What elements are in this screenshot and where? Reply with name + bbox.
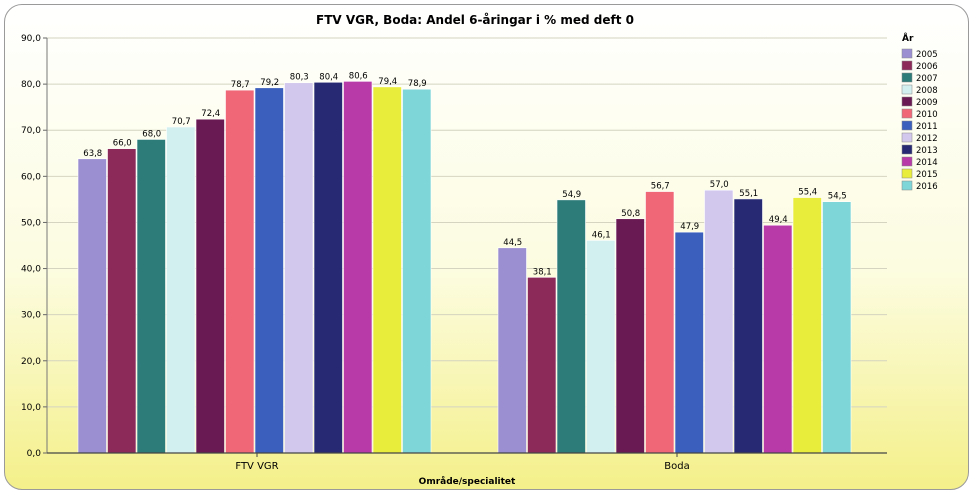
data-label: 66,0 (113, 139, 132, 149)
bar (615, 218, 645, 454)
y-tick-label: 0,0 (27, 449, 42, 459)
data-label: 47,9 (680, 222, 699, 232)
data-label: 79,2 (260, 78, 279, 88)
data-label: 80,4 (319, 72, 338, 82)
data-label: 57,0 (710, 180, 729, 190)
legend-label: 2011 (916, 122, 938, 132)
data-label: 79,4 (378, 77, 397, 87)
bar (195, 118, 225, 454)
bar (704, 189, 734, 454)
legend-swatch (901, 48, 913, 59)
y-tick-label: 90,0 (21, 34, 41, 44)
bar (166, 126, 196, 454)
bar (556, 199, 586, 454)
bar-chart: FTV VGR, Boda: Andel 6-åringar i % med d… (21, 13, 938, 487)
bar (107, 148, 137, 454)
axes: 0,0 10,0 20,0 30,0 40,0 50,0 60,0 70,0 80,0 90,0 F… (21, 34, 887, 472)
data-label: 80,3 (290, 73, 309, 83)
bar (792, 197, 822, 454)
legend-label: 2005 (916, 50, 938, 60)
legend-swatch (901, 168, 913, 179)
data-labels: 63,8 66,0 68,0 70,7 72,4 78,7 79,2 80,3 80,4 80,6… (83, 71, 846, 277)
y-tick-label: 10,0 (21, 403, 41, 413)
legend-swatch (901, 60, 913, 71)
data-label: 50,8 (621, 209, 640, 219)
bar (645, 191, 675, 454)
data-label: 72,4 (201, 109, 220, 119)
bar (77, 158, 107, 454)
bar (674, 231, 704, 454)
legend-swatch (901, 72, 913, 83)
bar (225, 89, 255, 454)
bar (586, 240, 616, 454)
legend: År 2005 2006 2007 2008 2009 2010 2011 2012 2013 2… (901, 33, 938, 192)
data-label: 38,1 (533, 267, 552, 277)
data-label: 63,8 (83, 149, 102, 159)
legend-swatch (901, 96, 913, 107)
legend-swatch (901, 156, 913, 167)
legend-swatch (901, 108, 913, 119)
data-label: 44,5 (503, 238, 522, 248)
legend-label: 2010 (916, 110, 938, 120)
x-tick-label: Boda (664, 461, 689, 472)
legend-label: 2016 (916, 182, 938, 192)
legend-label: 2015 (916, 170, 938, 180)
data-label: 70,7 (172, 117, 191, 127)
legend-swatch (901, 180, 913, 191)
bar (136, 139, 166, 454)
y-tick-label: 20,0 (21, 357, 41, 367)
bar (254, 87, 284, 454)
legend-label: 2014 (916, 158, 938, 168)
data-label: 55,1 (739, 189, 758, 199)
legend-swatch (901, 144, 913, 155)
bar (343, 81, 373, 454)
chart-title: FTV VGR, Boda: Andel 6-åringar i % med d… (316, 13, 634, 27)
legend-swatch (901, 132, 913, 143)
legend-label: 2008 (916, 86, 938, 96)
data-label: 68,0 (142, 129, 161, 139)
legend-label: 2009 (916, 98, 938, 108)
y-tick-label: 70,0 (21, 126, 41, 136)
y-tick-label: 30,0 (21, 311, 41, 321)
legend-label: 2012 (916, 134, 938, 144)
data-label: 56,7 (651, 182, 670, 192)
data-label: 55,4 (798, 188, 817, 198)
data-label: 49,4 (769, 215, 788, 225)
bar (733, 198, 763, 454)
data-label: 80,6 (349, 71, 368, 81)
bar (822, 201, 852, 454)
bar (527, 277, 557, 454)
legend-label: 2013 (916, 146, 938, 156)
legend-swatch (901, 120, 913, 131)
bars (77, 81, 852, 454)
legend-label: 2007 (916, 74, 938, 84)
bar (402, 88, 432, 454)
chart-frame: FTV VGR, Boda: Andel 6-åringar i % med d… (4, 4, 969, 490)
data-label: 54,5 (828, 192, 847, 202)
data-label: 78,9 (408, 79, 427, 89)
bar (284, 82, 314, 454)
legend-swatch (901, 84, 913, 95)
y-tick-label: 60,0 (21, 172, 41, 182)
legend-title: År (902, 33, 914, 44)
x-tick-label: FTV VGR (235, 461, 278, 472)
bar (372, 86, 402, 454)
data-label: 78,7 (231, 80, 250, 90)
bar (497, 247, 527, 454)
legend-label: 2006 (916, 62, 938, 72)
x-axis-title: Område/specialitet (419, 476, 516, 487)
bar (763, 224, 793, 454)
data-label: 54,9 (562, 190, 581, 200)
y-tick-label: 80,0 (21, 80, 41, 90)
bar (313, 81, 343, 454)
y-tick-label: 40,0 (21, 265, 41, 275)
y-tick-label: 50,0 (21, 218, 41, 228)
data-label: 46,1 (592, 230, 611, 240)
